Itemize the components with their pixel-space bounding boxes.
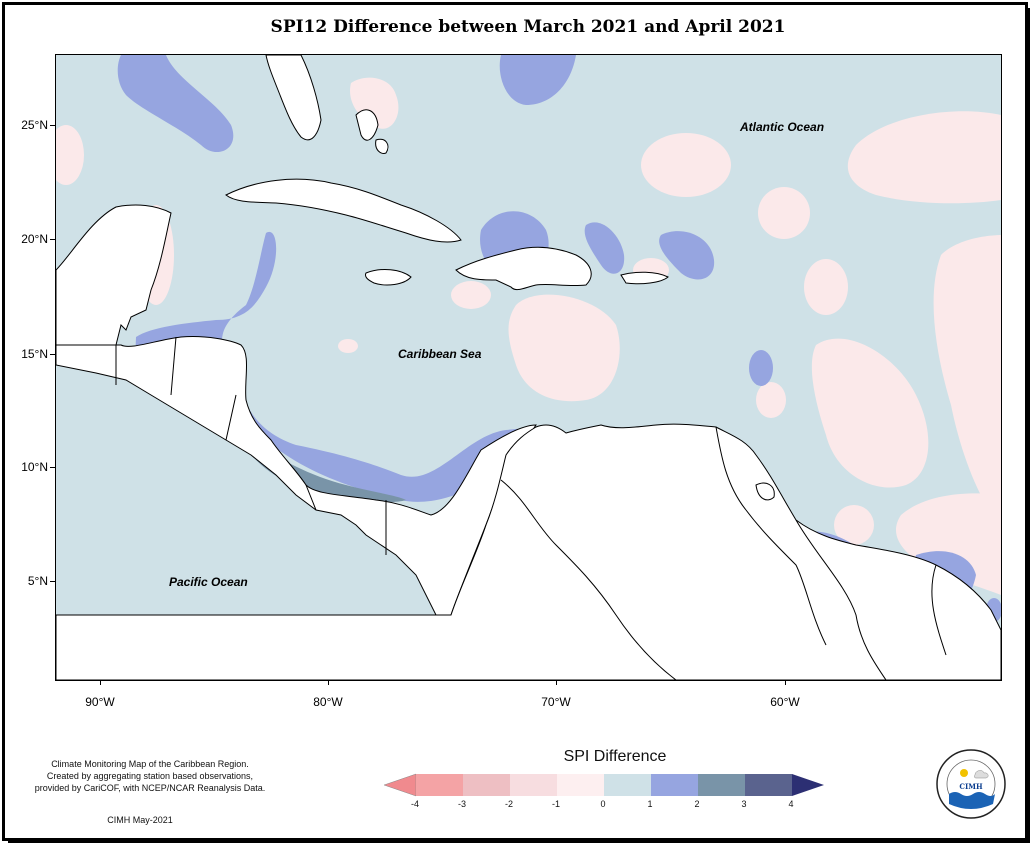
spi-map [56, 55, 1001, 680]
legend-label: 2 [694, 799, 700, 809]
credits-line: Created by aggregating station based obs… [46, 771, 254, 781]
credits-line: Climate Monitoring Map of the Caribbean … [51, 759, 249, 769]
legend-label: 4 [788, 799, 794, 809]
legend-swatch [463, 774, 510, 796]
cloud-icon [974, 770, 989, 779]
cimh-logo: CIMH [936, 749, 1006, 819]
lon-tickmark [556, 680, 557, 685]
map-panel: Atlantic Ocean Caribbean Sea Pacific Oce… [55, 54, 1002, 681]
legend-label: -2 [504, 799, 513, 809]
legend-label: 1 [647, 799, 653, 809]
legend-swatch [416, 774, 463, 796]
credits-date: CIMH May-2021 [107, 815, 173, 825]
negative-anomaly-areas [56, 77, 1001, 645]
legend-label: -4 [410, 799, 419, 809]
legend-swatch [510, 774, 557, 796]
lat-tickmark [50, 125, 55, 126]
wave-icon [949, 792, 995, 809]
lat-tick-25n: 25°N [21, 118, 48, 132]
lat-tickmark [50, 239, 55, 240]
legend-title: SPI Difference [563, 748, 667, 765]
lon-tickmark [328, 680, 329, 685]
pacific-ocean-label: Pacific Ocean [169, 575, 248, 589]
sun-icon [960, 769, 968, 777]
country-borders [115, 336, 947, 680]
lon-tick-70w: 70°W [541, 695, 571, 709]
lat-tick-20n: 20°N [21, 232, 48, 246]
lat-tickmark [50, 354, 55, 355]
lat-tick-15n: 15°N [21, 347, 48, 361]
credits-text: Climate Monitoring Map of the Caribbean … [20, 758, 280, 794]
legend-swatch [557, 774, 604, 796]
legend-label: -1 [551, 799, 560, 809]
legend-label: 3 [741, 799, 747, 809]
lon-tickmark [100, 680, 101, 685]
legend-label: 0 [600, 799, 606, 809]
legend-colorbar [384, 773, 824, 797]
lon-tick-90w: 90°W [85, 695, 115, 709]
atlantic-ocean-label: Atlantic Ocean [740, 120, 825, 134]
lat-tick-5n: 5°N [27, 574, 48, 588]
lon-tick-80w: 80°W [313, 695, 343, 709]
legend-label: -3 [457, 799, 466, 809]
legend-arrow-high [792, 774, 824, 796]
credits-line: provided by CariCOF, with NCEP/NCAR Rean… [34, 783, 266, 793]
land-masses [56, 55, 1001, 680]
map-title: SPI12 Difference between March 2021 and … [270, 17, 786, 37]
legend-swatch [698, 774, 745, 796]
logo-text: CIMH [959, 782, 983, 791]
lat-tick-10n: 10°N [21, 460, 48, 474]
legend-swatch [745, 774, 792, 796]
lon-tickmark [785, 680, 786, 685]
lon-tick-60w: 60°W [770, 695, 800, 709]
caribbean-sea-label: Caribbean Sea [398, 347, 482, 361]
lat-tickmark [50, 581, 55, 582]
legend-swatch [651, 774, 698, 796]
legend-swatch [604, 774, 651, 796]
lat-tickmark [50, 467, 55, 468]
legend-arrow-low [384, 773, 417, 797]
